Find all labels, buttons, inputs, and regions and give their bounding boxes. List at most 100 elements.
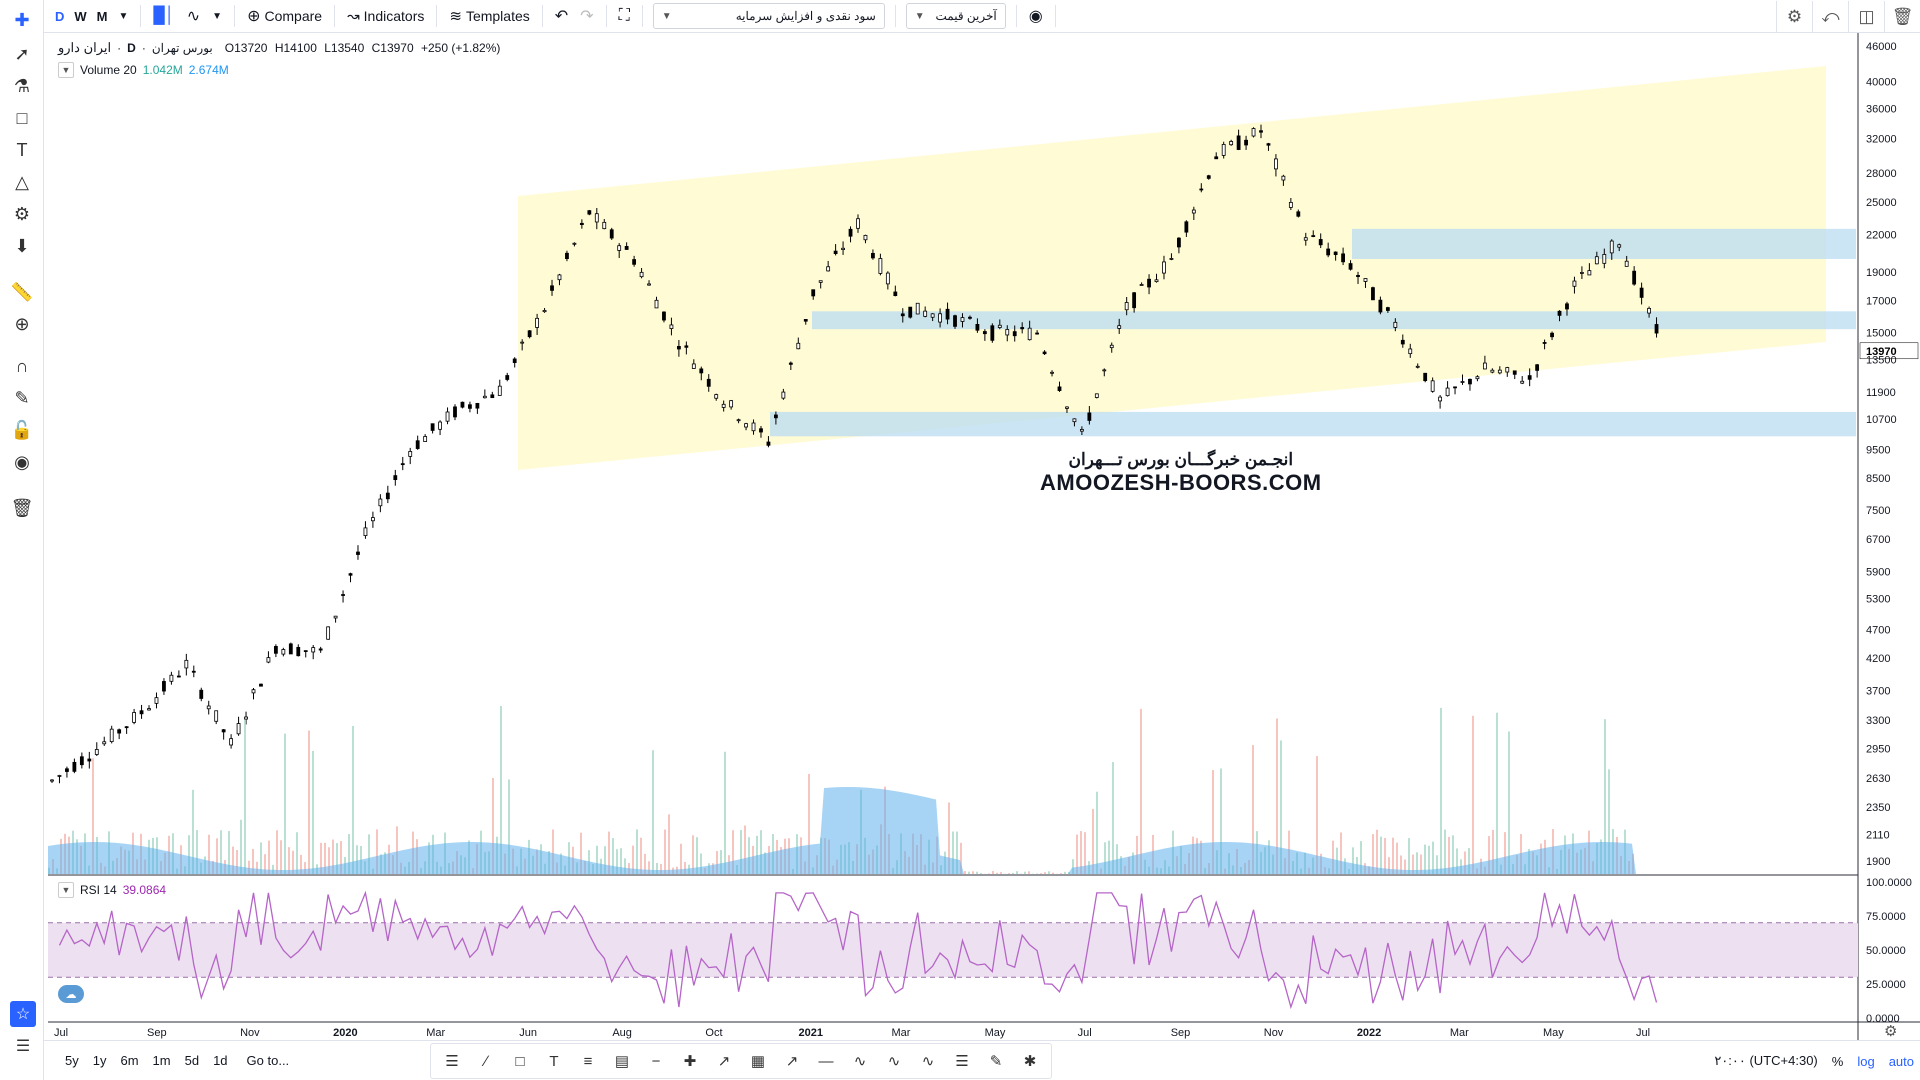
redo-icon[interactable]: ↷ [580,8,594,25]
rsi-name[interactable]: RSI 14 [80,883,117,897]
horizontal-ray-icon[interactable]: − [651,1052,661,1070]
volume-bar [276,830,278,874]
abcd-icon[interactable]: ∿ [887,1053,901,1070]
indicators-button[interactable]: ↝ Indicators [341,2,430,30]
candle-body [706,378,711,387]
candles-icon[interactable]: █│ [153,7,175,24]
percent-toggle[interactable]: % [1831,1053,1844,1069]
cloud-icon[interactable]: ☁ [58,985,84,1003]
text-icon[interactable]: T [16,139,28,160]
candle-body [617,245,622,251]
candle-body [1557,310,1562,316]
auto-toggle[interactable]: auto [1888,1053,1914,1069]
eye-icon[interactable]: ◉ [14,451,30,472]
rectangle-icon[interactable]: □ [515,1052,525,1070]
axis-settings-gear-icon[interactable]: ⚙ [1884,1022,1897,1040]
snapshot-icon[interactable]: ◫ [1848,0,1884,33]
fib-icon[interactable]: ≡ [583,1052,593,1070]
candle-body [1356,275,1360,278]
symbol-name[interactable]: ایران دارو [58,40,112,55]
long-short-icon[interactable]: ☰ [955,1053,969,1070]
ruler-icon[interactable]: 📏 [10,281,34,302]
brush-icon[interactable]: ✎ [989,1053,1003,1070]
crosshair-icon[interactable]: ✚ [14,9,30,30]
candle-body [1333,251,1338,256]
lock-drawing-icon[interactable]: ✎ [14,387,30,408]
measure-icon[interactable]: ⚙ [13,203,31,224]
text-icon[interactable]: T [549,1052,559,1070]
candle-body [572,242,577,245]
interval-w-button[interactable]: W [74,8,87,24]
price-source-select[interactable]: ▼ آخرین قیمت [905,3,1006,29]
compare-button[interactable]: ⊕ Compare [241,2,328,30]
candle-body [968,316,972,319]
magnet-icon[interactable]: ∩ [15,355,29,376]
grid-icon[interactable]: ▦ [750,1053,766,1070]
candle-body [1109,344,1114,349]
candle-body [1609,240,1614,254]
fullscreen-icon[interactable]: ⛶ [618,7,630,24]
price-tick-label: 25000 [1866,197,1897,209]
candle-body [833,250,838,255]
range-5d-button[interactable]: 5d [184,1053,200,1068]
path-icon[interactable]: ↗ [717,1053,731,1070]
layers-icon[interactable]: ☰ [15,1038,31,1055]
candle-body [1027,327,1032,341]
arrow-icon[interactable]: ↗ [785,1053,799,1070]
candle-body [348,573,353,576]
pattern-icon[interactable]: ✱ [1023,1053,1037,1070]
range-5y-button[interactable]: 5y [65,1053,79,1068]
trend-line-icon[interactable]: ∕ [484,1052,488,1070]
range-1y-button[interactable]: 1y [92,1053,107,1068]
volume-name[interactable]: Volume 20 [80,63,137,77]
volume-bar [1112,761,1114,874]
chart-type-chevron-icon[interactable]: ▼ [212,10,223,22]
range-1d-button[interactable]: 1d [213,1053,228,1068]
candle-body [594,213,599,223]
eye-icon[interactable]: ◉ [1028,8,1043,25]
goto-button[interactable]: Go to... [246,1053,290,1068]
rectangle-icon[interactable]: □ [16,107,28,128]
interval-dropdown-chevron-icon[interactable]: ▼ [118,10,129,22]
candle-body [79,756,84,766]
trend-line-icon[interactable]: ➚ [14,43,30,64]
horizontal-lines-icon[interactable]: ☰ [445,1053,459,1070]
volume-bar [1012,872,1014,874]
timezone-label[interactable]: ۲۰:۰۰ (UTC+4:30) [1714,1053,1818,1068]
candle-body [729,400,734,408]
trash-icon[interactable]: 🗑 [1884,0,1920,33]
collapse-chevron-icon[interactable]: ▼ [58,62,74,78]
share-icon[interactable]: ⤺ [1812,0,1848,33]
zoom-in-icon[interactable]: ⊕ [14,313,30,334]
trash-icon[interactable]: 🗑 [10,497,34,518]
line-chart-icon[interactable]: ∿ [186,8,201,25]
range-1m-button[interactable]: 1m [152,1053,171,1068]
volume-bar [196,830,198,874]
price-tick-label: 40000 [1866,77,1897,89]
ray-icon[interactable]: — [818,1052,834,1070]
interval-m-button[interactable]: M [96,8,108,24]
candle-body [378,498,383,507]
lock-icon[interactable]: 🔓 [10,419,34,440]
collapse-chevron-icon[interactable]: ▼ [58,882,74,898]
volume-bar [1048,871,1050,874]
range-6m-button[interactable]: 6m [120,1053,139,1068]
elliott-123-icon[interactable]: ∿ [853,1053,867,1070]
pitchfork-icon[interactable]: ⚗ [13,75,31,96]
interval-d-button[interactable]: D [55,8,65,24]
crosshair-icon[interactable]: ✚ [683,1053,697,1070]
log-toggle[interactable]: log [1857,1053,1875,1069]
volume-bar [292,850,294,874]
watchlist-star-icon[interactable]: ☆ [10,1001,36,1027]
callout-icon[interactable]: ▤ [614,1053,630,1070]
settings-gear-icon[interactable]: ⚙ [1776,0,1812,33]
volume-bar [1044,872,1046,874]
pattern-icon[interactable]: △ [15,171,29,192]
templates-button[interactable]: ≋ Templates [443,2,535,30]
undo-icon[interactable]: ↶ [554,8,569,25]
elliott-abc-icon[interactable]: ∿ [921,1053,935,1070]
layout-select[interactable]: ▼ سود نقدی و افزایش سرمایه [652,3,885,29]
arrow-down-icon[interactable]: ⬇ [14,235,30,256]
candle-body [751,422,756,432]
